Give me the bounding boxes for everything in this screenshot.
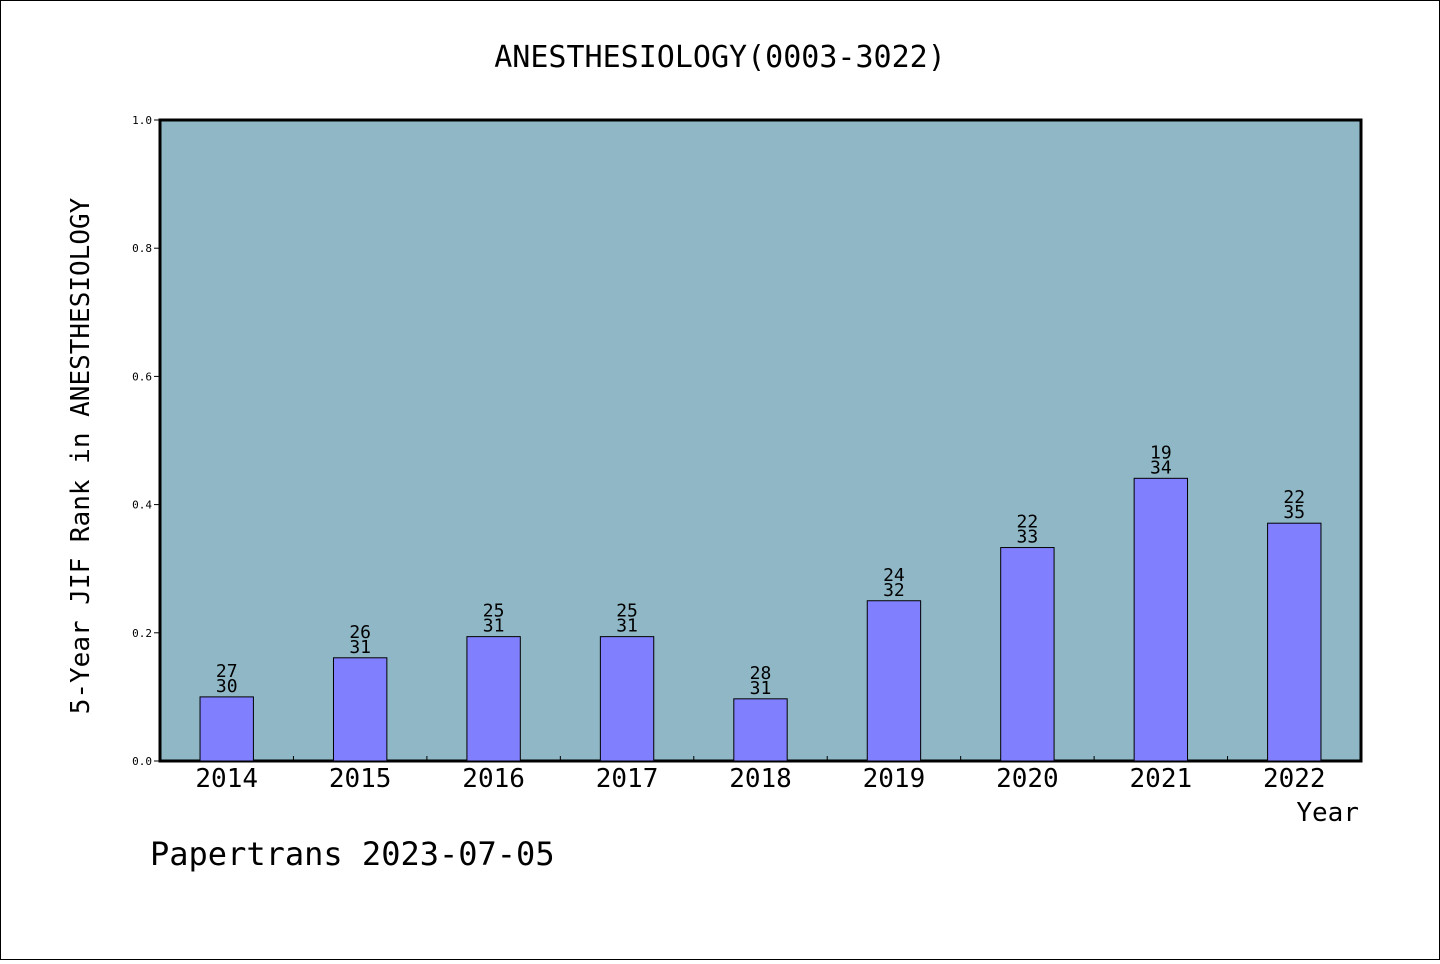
x-tick-label-2020: 2020 bbox=[996, 764, 1059, 794]
bars-group bbox=[199, 477, 1322, 762]
y-tick-label: 0.4 bbox=[132, 499, 152, 512]
x-tick-label-2022: 2022 bbox=[1263, 764, 1326, 794]
bar-label-total-2017: 31 bbox=[616, 616, 638, 637]
bar-label-total-2021: 34 bbox=[1150, 457, 1172, 478]
bar-label-rank-2017: 25 bbox=[616, 601, 638, 622]
x-tick-label-2014: 2014 bbox=[195, 764, 258, 794]
x-tick-label-2019: 2019 bbox=[863, 764, 926, 794]
bar-label-rank-2018: 28 bbox=[750, 663, 772, 684]
bar-2021 bbox=[1133, 477, 1189, 762]
x-axis-label: Year bbox=[1296, 798, 1359, 828]
bar-2015 bbox=[332, 657, 388, 762]
y-tick-label: 0.8 bbox=[132, 242, 152, 255]
y-axis-label: 5-Year JIF Rank in ANESTHESIOLOGY bbox=[66, 197, 96, 714]
bar-label-rank-2020: 22 bbox=[1017, 512, 1039, 533]
x-tick-label-2016: 2016 bbox=[462, 764, 525, 794]
bar-2022 bbox=[1267, 522, 1322, 762]
x-tick-label-2015: 2015 bbox=[329, 764, 392, 794]
y-tick-label: 0.2 bbox=[132, 627, 152, 640]
bar-2016 bbox=[466, 636, 521, 762]
bar-label-total-2020: 33 bbox=[1017, 527, 1039, 548]
y-tick-label: 0.6 bbox=[132, 370, 152, 383]
bar-2017 bbox=[599, 636, 655, 762]
bar-2020 bbox=[1000, 547, 1055, 762]
bar-2014 bbox=[199, 696, 254, 762]
y-tick-label: 0.0 bbox=[132, 755, 152, 768]
y-tick-label: 1.0 bbox=[132, 114, 152, 127]
x-axis: 2014 2015 2016 2017 2018 2019 2020 2021 2022 bbox=[195, 756, 1326, 794]
x-tick-label-2017: 2017 bbox=[596, 764, 659, 794]
chart-title: ANESTHESIOLOGY(0003-3022) bbox=[494, 40, 946, 75]
bar-label-total-2019: 32 bbox=[883, 580, 905, 601]
bar-label-rank-2015: 26 bbox=[349, 622, 371, 643]
footer-text: Papertrans 2023-07-05 bbox=[150, 835, 555, 873]
bar-label-rank-2019: 24 bbox=[883, 565, 905, 586]
bar-label-total-2014: 30 bbox=[216, 676, 238, 697]
bar-label-total-2018: 31 bbox=[750, 678, 772, 699]
bar-label-rank-2016: 25 bbox=[483, 601, 505, 622]
bar-2019 bbox=[866, 600, 922, 762]
bar-label-total-2015: 31 bbox=[349, 637, 371, 658]
x-tick-label-2021: 2021 bbox=[1130, 764, 1193, 794]
bar-label-total-2016: 31 bbox=[483, 616, 505, 637]
bar-label-rank-2014: 27 bbox=[216, 661, 238, 682]
bar-2018 bbox=[733, 698, 788, 762]
bar-label-total-2022: 35 bbox=[1283, 502, 1305, 523]
x-tick-label-2018: 2018 bbox=[729, 764, 792, 794]
y-axis: 0.0 0.2 0.4 0.6 0.8 1.0 bbox=[132, 114, 160, 768]
bar-label-rank-2022: 22 bbox=[1283, 487, 1305, 508]
bar-label-rank-2021: 19 bbox=[1150, 442, 1172, 463]
